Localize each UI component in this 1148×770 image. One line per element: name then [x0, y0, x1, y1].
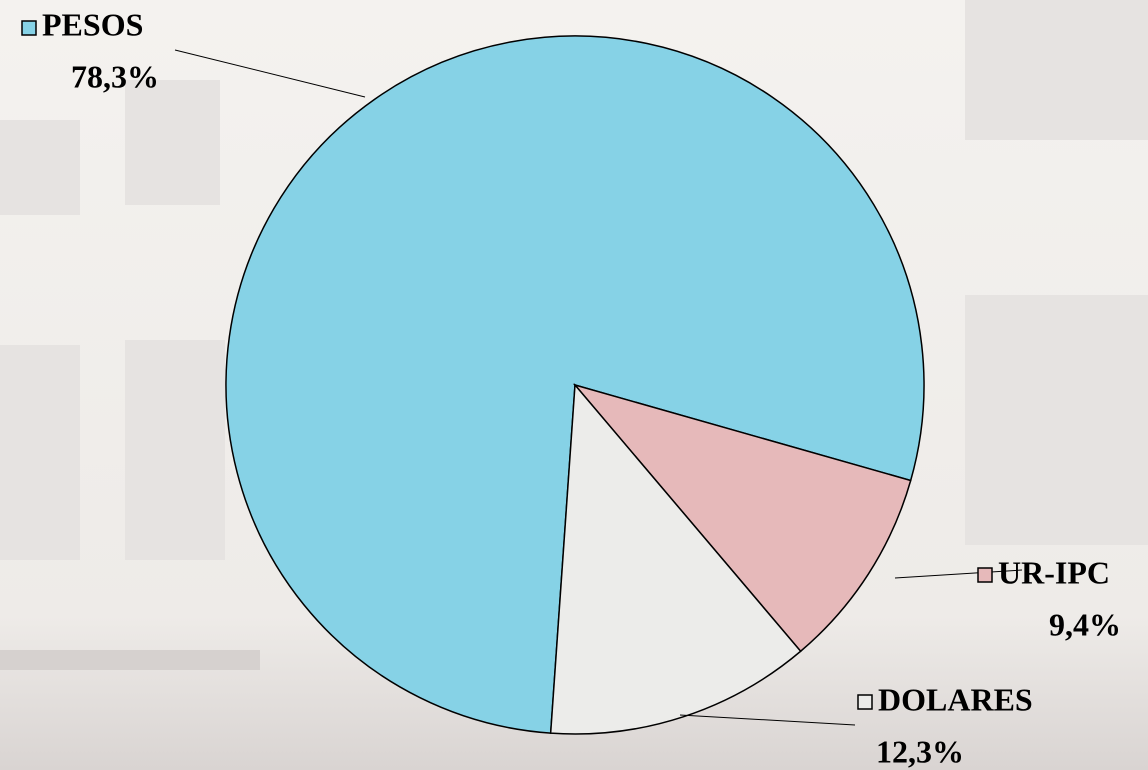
value-label: 12,3% [876, 733, 964, 769]
value-label: 78,3% [71, 58, 159, 94]
slice-name: PESOS [42, 6, 143, 42]
value-label: 9,4% [1049, 606, 1121, 642]
legend-swatch [857, 694, 873, 710]
slice-name: DOLARES [878, 681, 1033, 717]
leader-line [174, 49, 366, 98]
pie-slice [549, 383, 802, 735]
leader-line [679, 714, 856, 726]
slice-name: UR-IPC [998, 554, 1110, 590]
legend-swatch [21, 20, 37, 36]
pie-slice [572, 383, 912, 653]
legend-swatch [977, 567, 993, 583]
background-windows [0, 0, 1148, 670]
leader-line [894, 569, 1023, 579]
